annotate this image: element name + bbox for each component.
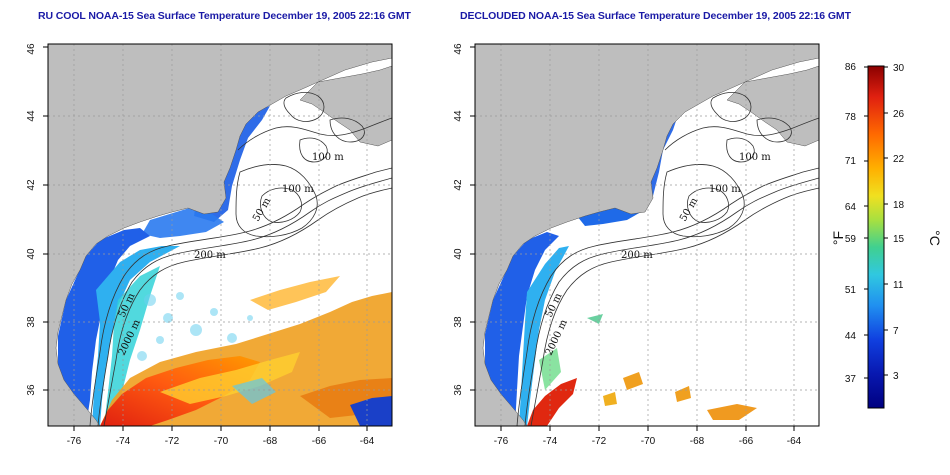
contour-label: 200 m [194,250,226,261]
contour-label: 200 m [621,250,653,261]
x-tick-label: -68 [690,436,705,447]
colorbar-gradient [867,65,885,409]
y-tick-label: 42 [26,179,37,191]
c-tick-label: 22 [893,154,905,165]
y-tick-label: 44 [26,110,37,122]
x-tick-label: -64 [787,436,802,447]
contour-label: 100 m [709,184,741,195]
f-tick-label: 37 [845,374,857,385]
right-map-panel: 100 m 100 m 50 m 200 m 50 m 2000 m -76 -… [453,43,820,447]
x-tick-label: -70 [641,436,656,447]
y-tick-label: 42 [453,179,464,191]
f-tick-label: 64 [845,202,857,213]
x-tick-label: -70 [214,436,229,447]
x-axis-ticks-left: -76 -74 -72 -70 -68 -66 -64 [67,436,375,447]
x-tick-label: -72 [592,436,607,447]
f-tick-label: 59 [845,234,857,245]
y-tick-label: 36 [453,384,464,396]
grid-right [475,44,819,426]
x-tick-label: -74 [543,436,558,447]
x-tick-label: -68 [263,436,278,447]
grid-left [48,44,392,426]
y-axis-ticks-right: 36 38 40 42 44 46 [453,43,464,396]
f-tick-label: 51 [845,285,857,296]
contour-label: 100 m [282,184,314,195]
x-tick-label: -66 [739,436,754,447]
y-tick-label: 40 [26,248,37,260]
x-tick-label: -74 [116,436,131,447]
celsius-unit-label: °C [927,230,943,246]
contour-label: 100 m [312,152,344,163]
left-panel-title: RU COOL NOAA-15 Sea Surface Temperature … [38,10,411,22]
y-tick-label: 46 [453,43,464,55]
x-tick-label: -76 [67,436,82,447]
x-tick-label: -64 [360,436,375,447]
x-axis-ticks-right: -76 -74 -72 -70 -68 -66 -64 [494,436,802,447]
colorbar-celsius-ticks: 30 26 22 18 15 11 7 3 [893,63,905,382]
c-tick-label: 30 [893,63,905,74]
f-tick-label: 86 [845,62,857,73]
c-tick-label: 3 [893,371,899,382]
x-tick-label: -66 [312,436,327,447]
x-tick-label: -76 [494,436,509,447]
fahrenheit-unit-label: °F [830,231,846,245]
y-tick-label: 36 [26,384,37,396]
f-tick-label: 78 [845,112,857,123]
c-tick-label: 11 [893,280,904,291]
c-tick-label: 26 [893,109,905,120]
y-tick-label: 38 [26,316,37,328]
y-tick-label: 38 [453,316,464,328]
left-map-panel: 100 m 100 m 50 m 200 m 50 m 2000 m -76 -… [26,43,393,447]
y-axis-ticks-left: 36 38 40 42 44 46 [26,43,37,396]
colorbar-fahrenheit-ticks: 86 78 71 64 59 51 44 37 [845,62,857,385]
right-panel-title: DECLOUDED NOAA-15 Sea Surface Temperatur… [460,10,851,22]
x-tick-label: -72 [165,436,180,447]
f-tick-label: 71 [845,156,857,167]
y-tick-label: 40 [453,248,464,260]
y-tick-label: 46 [26,43,37,55]
c-tick-label: 18 [893,200,905,211]
f-tick-label: 44 [845,331,857,342]
c-tick-label: 7 [893,326,899,337]
y-tick-label: 44 [453,110,464,122]
c-tick-label: 15 [893,234,905,245]
temperature-colorbar: 86 78 71 64 59 51 44 37 30 26 22 18 15 1… [830,62,943,409]
contour-label: 100 m [739,152,771,163]
